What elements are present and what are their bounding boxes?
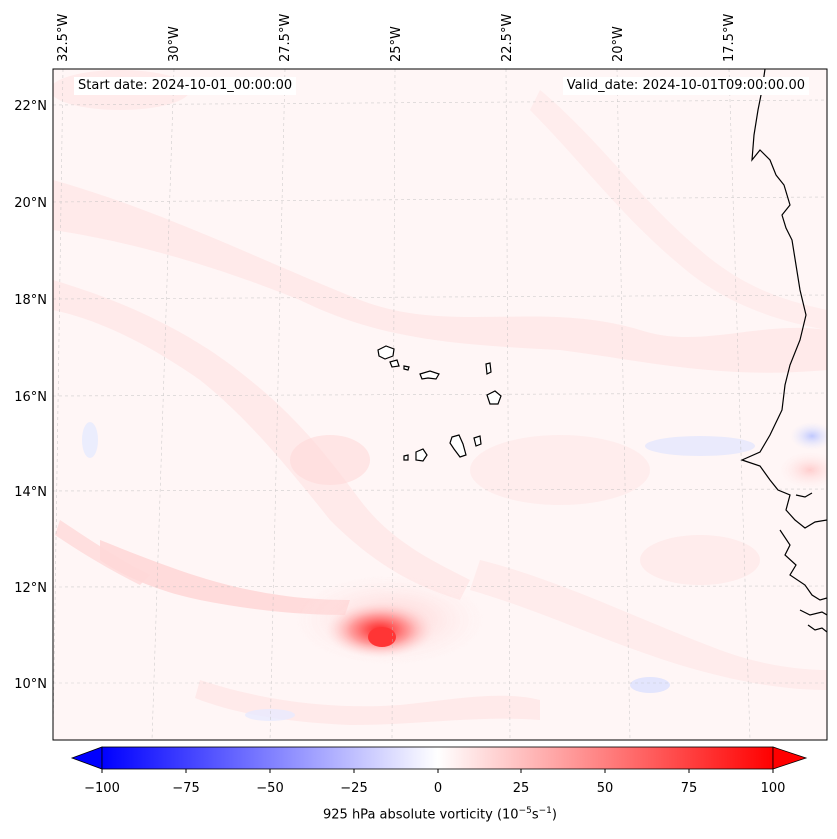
colorbar: −100 −75 −50 −25 0 25 50 75 100 bbox=[70, 746, 808, 796]
colorbar-min-extend bbox=[70, 746, 103, 770]
lon-label: 25°W bbox=[389, 26, 404, 62]
island-sao-vicente bbox=[389, 359, 400, 368]
colorbar-label-unit: s bbox=[531, 807, 539, 823]
valid-date-label: Valid_date: 2024-10-01T09:00:00.00 bbox=[562, 77, 809, 95]
colorbar-label-exponent: −5 bbox=[518, 806, 532, 816]
island-sal bbox=[485, 362, 492, 375]
lon-label: 22.5°W bbox=[500, 14, 515, 62]
island-maio bbox=[473, 435, 482, 447]
start-date-label: Start date: 2024-10-01_00:00:00 bbox=[74, 77, 297, 95]
island-sao-nicolau bbox=[419, 370, 440, 380]
lat-label: 22°N bbox=[14, 99, 47, 114]
colorbar-max-extend bbox=[772, 746, 808, 770]
colorbar-tick-label: −75 bbox=[172, 781, 199, 796]
lat-label: 18°N bbox=[14, 293, 47, 308]
colorbar-tick-label: 25 bbox=[513, 781, 530, 796]
colorbar-label-suffix: ) bbox=[551, 807, 557, 823]
map-panel bbox=[53, 69, 827, 740]
colorbar-label: 925 hPa absolute vorticity (10−5s−1) bbox=[0, 806, 837, 822]
african-coastline bbox=[740, 69, 827, 633]
colorbar-gradient bbox=[101, 746, 774, 770]
lat-label: 12°N bbox=[14, 581, 47, 596]
lon-label: 27.5°W bbox=[278, 14, 293, 62]
colorbar-tick-label: 50 bbox=[597, 781, 614, 796]
colorbar-tick-label: 100 bbox=[761, 781, 786, 796]
colorbar-ticks bbox=[101, 769, 774, 773]
cape-verde-islands bbox=[377, 345, 502, 462]
colorbar-tick-label: 75 bbox=[681, 781, 698, 796]
gridlines bbox=[53, 69, 827, 740]
island-fogo bbox=[415, 448, 428, 462]
colorbar-tick-label: 0 bbox=[434, 781, 442, 796]
colorbar-tick-label: −100 bbox=[84, 781, 120, 796]
colorbar-tick-labels: −100 −75 −50 −25 0 25 50 75 100 bbox=[84, 781, 785, 796]
colorbar-label-prefix: 925 hPa absolute vorticity (10 bbox=[323, 807, 519, 823]
map-frame bbox=[52, 68, 828, 741]
island-boa-vista bbox=[486, 390, 502, 405]
island-santo-antao bbox=[377, 345, 395, 360]
lon-label: 32.5°W bbox=[56, 14, 71, 62]
lat-label: 16°N bbox=[14, 390, 47, 405]
lon-label: 30°W bbox=[167, 26, 182, 62]
lat-label: 20°N bbox=[14, 196, 47, 211]
island-santa-luzia bbox=[403, 365, 410, 371]
lon-label: 17.5°W bbox=[722, 14, 737, 62]
lat-label: 14°N bbox=[14, 485, 47, 500]
longitude-labels: 32.5°W 30°W 27.5°W 25°W 22.5°W 20°W 17.5… bbox=[56, 14, 737, 62]
colorbar-label-exponent: −1 bbox=[538, 806, 552, 816]
island-santiago bbox=[449, 434, 467, 458]
colorbar-tick-label: −50 bbox=[256, 781, 283, 796]
island-brava bbox=[403, 454, 409, 461]
lat-label: 10°N bbox=[14, 677, 47, 692]
latitude-labels: 22°N 20°N 18°N 16°N 14°N 12°N 10°N bbox=[14, 99, 47, 692]
colorbar-tick-label: −25 bbox=[340, 781, 367, 796]
lon-label: 20°W bbox=[611, 26, 626, 62]
